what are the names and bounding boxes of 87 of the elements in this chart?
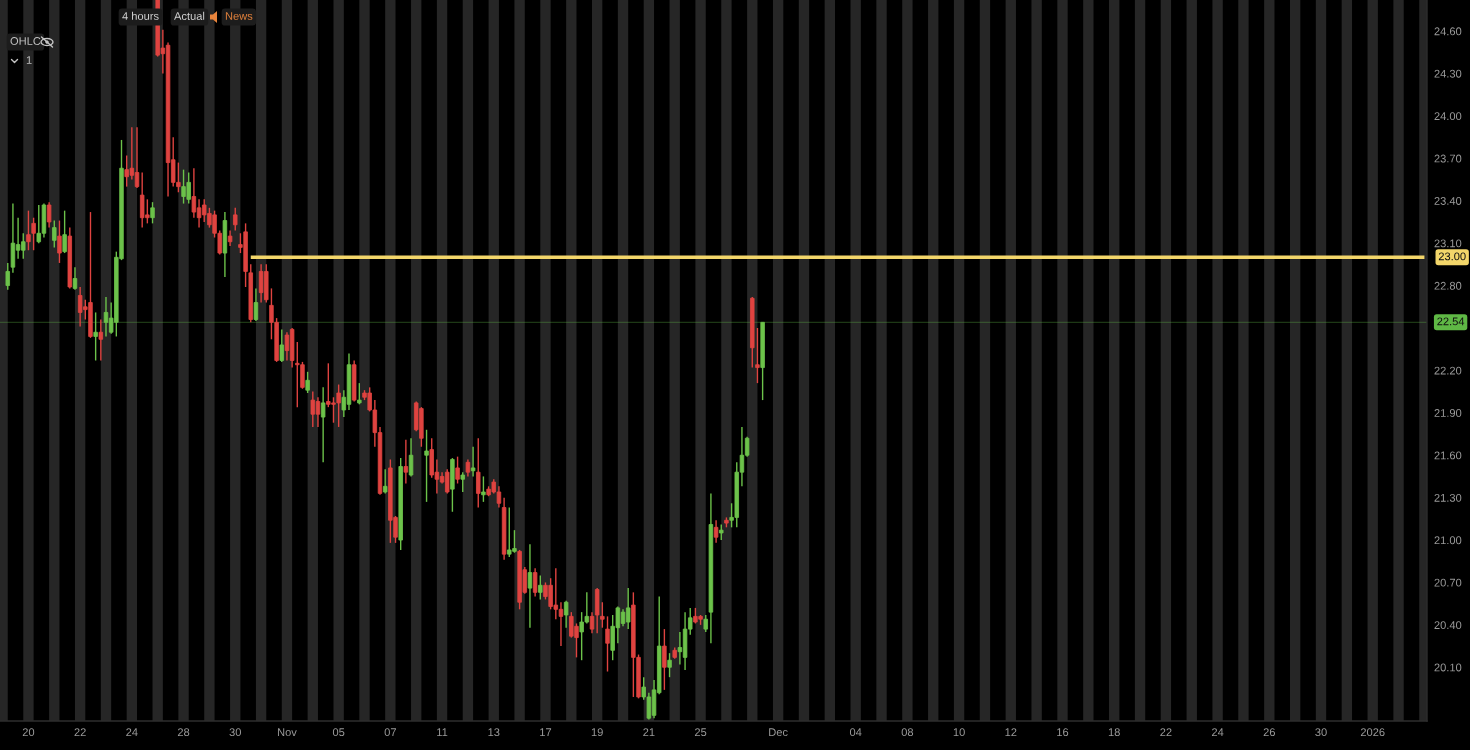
x-tick-label: Dec bbox=[769, 728, 788, 737]
x-tick-label: 10 bbox=[953, 728, 965, 737]
y-tick-label: 21.90 bbox=[1434, 409, 1462, 417]
ref-line-label: 22.54 bbox=[1437, 317, 1465, 326]
candlestick bbox=[589, 611, 595, 635]
candlestick bbox=[52, 219, 57, 249]
candlestick bbox=[605, 615, 610, 673]
candlestick bbox=[532, 567, 538, 598]
x-tick-label: 20 bbox=[22, 728, 35, 737]
candlestick bbox=[93, 311, 98, 362]
x-tick-label: 05 bbox=[332, 728, 345, 737]
candlestick bbox=[46, 201, 52, 229]
candlestick bbox=[563, 600, 569, 629]
candlestick bbox=[600, 601, 605, 629]
y-tick-label: 22.80 bbox=[1434, 281, 1462, 290]
y-tick-label: 23.40 bbox=[1434, 197, 1462, 205]
candlestick bbox=[460, 471, 465, 493]
x-tick-label: 24 bbox=[126, 728, 138, 736]
candlestick bbox=[150, 201, 155, 225]
candlestick bbox=[424, 429, 429, 503]
x-tick-label: 11 bbox=[437, 728, 448, 736]
x-tick-label: 2026 bbox=[1360, 728, 1385, 737]
x-tick-label: 30 bbox=[229, 728, 241, 737]
y-tick-label: 24.30 bbox=[1434, 69, 1462, 78]
x-tick-label: 17 bbox=[540, 728, 552, 736]
candlestick bbox=[538, 574, 543, 601]
candlestick bbox=[320, 386, 326, 463]
candlestick bbox=[98, 318, 104, 362]
x-tick-label: Nov bbox=[277, 728, 297, 737]
candlestick bbox=[26, 209, 31, 251]
x-tick-label: 22 bbox=[1160, 728, 1172, 736]
candlestick bbox=[713, 519, 719, 544]
y-tick-label: 20.10 bbox=[1434, 663, 1462, 672]
candlestick bbox=[667, 652, 672, 678]
x-tick-label: 13 bbox=[488, 728, 500, 737]
x-tick-label: 12 bbox=[1005, 728, 1017, 736]
candlestick bbox=[408, 437, 414, 478]
candlestick bbox=[481, 475, 486, 503]
x-tick-label: 21 bbox=[643, 728, 655, 736]
y-tick-label: 23.10 bbox=[1434, 239, 1462, 248]
y-tick-label: 20.40 bbox=[1434, 621, 1462, 629]
y-tick-label: 24.60 bbox=[1434, 27, 1462, 36]
y-tick-label: 21.00 bbox=[1434, 536, 1462, 545]
candlestick bbox=[625, 587, 631, 630]
candlestick bbox=[755, 327, 760, 384]
candlestick bbox=[31, 217, 36, 251]
candlestick bbox=[305, 371, 310, 394]
candlestick bbox=[57, 219, 62, 264]
x-tick-label: 26 bbox=[1263, 728, 1275, 737]
candlestick bbox=[382, 468, 388, 495]
x-tick-label: 18 bbox=[1108, 728, 1120, 737]
x-tick-label: 19 bbox=[591, 728, 603, 737]
candlestick bbox=[279, 328, 285, 363]
x-tick-label: 08 bbox=[901, 728, 914, 737]
candlestick bbox=[253, 287, 259, 322]
candlestick bbox=[62, 209, 67, 254]
candlestick bbox=[36, 204, 42, 244]
candlestick bbox=[455, 455, 460, 485]
y-tick-label: 20.70 bbox=[1434, 578, 1462, 587]
y-tick-label: 21.60 bbox=[1434, 451, 1462, 460]
annotation: 1 bbox=[26, 56, 32, 64]
annotation: News bbox=[225, 12, 253, 20]
candlestick bbox=[476, 437, 481, 509]
x-tick-label: 22 bbox=[74, 728, 86, 736]
annotation: Actual bbox=[174, 11, 205, 20]
y-tick-label: 24.00 bbox=[1434, 112, 1462, 121]
y-tick-label: 22.20 bbox=[1434, 366, 1462, 375]
x-tick-label: 25 bbox=[694, 728, 707, 737]
candlestick bbox=[470, 446, 476, 478]
candlestick bbox=[527, 543, 533, 629]
candlestick bbox=[233, 207, 238, 232]
y-tick-label: 21.30 bbox=[1434, 493, 1462, 502]
x-tick-label: 28 bbox=[177, 728, 190, 737]
data-label: 23.00 bbox=[1438, 252, 1466, 261]
candlestick bbox=[72, 266, 78, 291]
candlestick bbox=[5, 262, 10, 291]
annotation: OHLC bbox=[10, 37, 41, 45]
candlestick bbox=[310, 390, 316, 428]
y-tick-label: 23.70 bbox=[1434, 154, 1462, 163]
x-tick-label: 07 bbox=[384, 728, 396, 737]
x-tick-label: 24 bbox=[1211, 728, 1224, 736]
candlestick bbox=[403, 438, 409, 485]
annotation: 4 hours bbox=[122, 11, 159, 20]
x-tick-label: 30 bbox=[1315, 728, 1327, 737]
x-tick-label: 04 bbox=[849, 728, 862, 737]
candlestick bbox=[662, 628, 667, 691]
x-tick-label: 16 bbox=[1057, 728, 1069, 737]
